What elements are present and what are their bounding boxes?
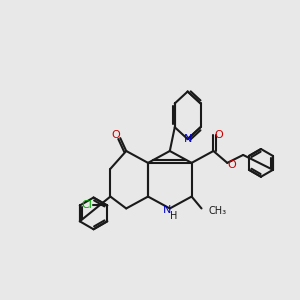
- Text: CH₃: CH₃: [208, 206, 226, 216]
- Text: O: O: [214, 130, 223, 140]
- Text: H: H: [170, 212, 178, 221]
- Text: Cl: Cl: [81, 200, 92, 211]
- Text: N: N: [163, 206, 171, 215]
- Text: O: O: [228, 160, 237, 170]
- Text: N: N: [184, 134, 192, 144]
- Text: O: O: [111, 130, 120, 140]
